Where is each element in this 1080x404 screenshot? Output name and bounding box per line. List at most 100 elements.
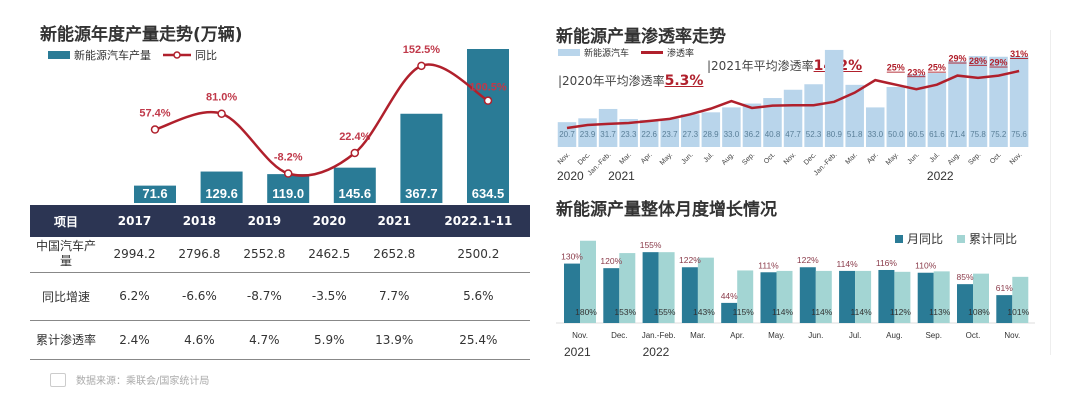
x-tick-label: Nov. (1004, 331, 1020, 340)
cumulative-yoy-bar (658, 252, 675, 323)
table-cell: -8.7% (231, 272, 297, 321)
bar-10 (763, 98, 782, 147)
bar-20 (968, 56, 988, 147)
x-tick-label: Jun. (906, 151, 920, 165)
month-yoy-bar (996, 295, 1013, 323)
legend-label: 渗透率 (667, 49, 695, 59)
month-yoy-bar (957, 284, 973, 323)
bar-label: 31.7 (600, 130, 616, 139)
source-icon (50, 372, 66, 387)
bar-2022.1-11 (467, 49, 509, 203)
bar-label: 40.8 (765, 130, 781, 139)
bar-label: 51.8 (847, 130, 863, 139)
penetration-label: 29% (990, 58, 1008, 68)
bar-label: 71.6 (142, 186, 167, 201)
table-cell: 25.4% (426, 320, 530, 360)
x-tick-label: Oct. (966, 331, 981, 340)
bar-8 (722, 107, 741, 147)
cumulative-yoy-bar (855, 270, 872, 323)
yoy-point (283, 169, 293, 178)
bar-label: 27.3 (683, 130, 699, 139)
bar-2020 (333, 167, 376, 203)
bar-label: 23.9 (580, 130, 596, 139)
table-cell: 2796.8 (166, 237, 232, 273)
cumulative-yoy-label: 108% (968, 307, 990, 317)
table-header-cell: 2022.1-11 (426, 205, 530, 237)
penetration-label: 23% (907, 67, 925, 77)
bar-label: 28.9 (703, 130, 719, 139)
x-tick-label: Sep. (925, 331, 941, 340)
month-yoy-bar (917, 272, 934, 323)
chart2-title: 新能源产量渗透率走势 (556, 27, 726, 47)
table-header-cell: 2017 (102, 205, 167, 237)
month-yoy-bar (839, 270, 856, 323)
yoy-point (417, 61, 426, 71)
bar-2021 (400, 113, 443, 203)
bar-label: 145.6 (339, 186, 372, 201)
table-row: 累计渗透率 2.4% 4.6% 4.7% 5.9% 13.9% 25.4% (30, 320, 530, 360)
bar-6 (681, 114, 700, 147)
cumulative-yoy-label: 153% (614, 307, 636, 317)
month-yoy-label: 116% (876, 258, 898, 268)
cumulative-yoy-label: 180% (575, 307, 597, 317)
legend-bar-swatch (48, 51, 70, 59)
bar-label: 634.5 (472, 186, 505, 201)
cumulative-yoy-bar (697, 257, 714, 323)
cumulative-yoy-bar (1012, 276, 1029, 323)
bar-2019 (267, 174, 310, 203)
bar-label: 33.0 (724, 130, 740, 139)
bar-label: 119.0 (272, 186, 304, 201)
bar-label: 22.6 (641, 130, 657, 139)
yoy-point (350, 148, 360, 158)
x-tick-label: Oct. (763, 151, 777, 165)
penetration-label: 29% (948, 54, 966, 64)
bar-21 (989, 56, 1008, 148)
table-cell: 13.9% (361, 320, 427, 360)
footnote-text: 数据来源：乘联会/国家统计局 (76, 376, 210, 387)
cumulative-yoy-label: 143% (693, 307, 715, 317)
x-tick-label: Apr. (730, 331, 744, 340)
table-cell: 累计渗透率 (30, 320, 102, 360)
penetration-label: 31% (1010, 49, 1028, 59)
yoy-label: 100.5% (469, 82, 507, 94)
yoy-point (483, 96, 493, 105)
bar-4 (639, 119, 659, 147)
bar-19 (948, 61, 967, 147)
x-tick-label: Jul. (849, 331, 861, 340)
month-yoy-bar (642, 252, 659, 323)
month-yoy-bar (721, 302, 738, 323)
year-label: 2021 (608, 169, 635, 183)
table-cell: 中国汽车产量 (30, 237, 102, 273)
cumulative-yoy-bar (933, 271, 950, 323)
bar-label: 75.2 (991, 130, 1007, 139)
month-yoy-label: 122% (797, 255, 819, 265)
x-tick-label: Dec. (611, 331, 627, 340)
legend-line-swatch (163, 51, 191, 59)
x-tick-label: May. (768, 331, 785, 340)
bar-12 (804, 84, 823, 147)
legend-label: 同比 (195, 49, 217, 62)
month-yoy-label: 44% (721, 291, 738, 301)
cumulative-yoy-label: 114% (811, 307, 833, 317)
x-tick-label: Jan.-Feb. (642, 331, 676, 340)
x-tick-label: Aug. (721, 151, 736, 166)
table-cell: 2462.5 (296, 237, 362, 273)
table-cell: 4.7% (231, 320, 297, 360)
bar-label: 20.7 (559, 130, 575, 139)
x-tick-label: Sep. (967, 151, 982, 166)
cumulative-yoy-bar (894, 271, 911, 323)
table-header-cell: 项目 (30, 205, 102, 237)
bar-label: 71.4 (950, 130, 966, 139)
cumulative-yoy-bar (619, 253, 636, 323)
table-cell: -6.6% (166, 272, 232, 321)
divider (1050, 30, 1051, 355)
x-tick-label: Dec. (803, 151, 818, 166)
table-header-cell: 2021 (361, 205, 427, 237)
x-tick-label: Nov. (557, 151, 572, 166)
yoy-label: -8.2% (274, 151, 303, 163)
legend-label: 月同比 (907, 232, 944, 246)
x-tick-label: Nov. (783, 151, 798, 166)
table-header-cell: 2019 (231, 205, 297, 237)
month-yoy-bar (799, 267, 816, 323)
